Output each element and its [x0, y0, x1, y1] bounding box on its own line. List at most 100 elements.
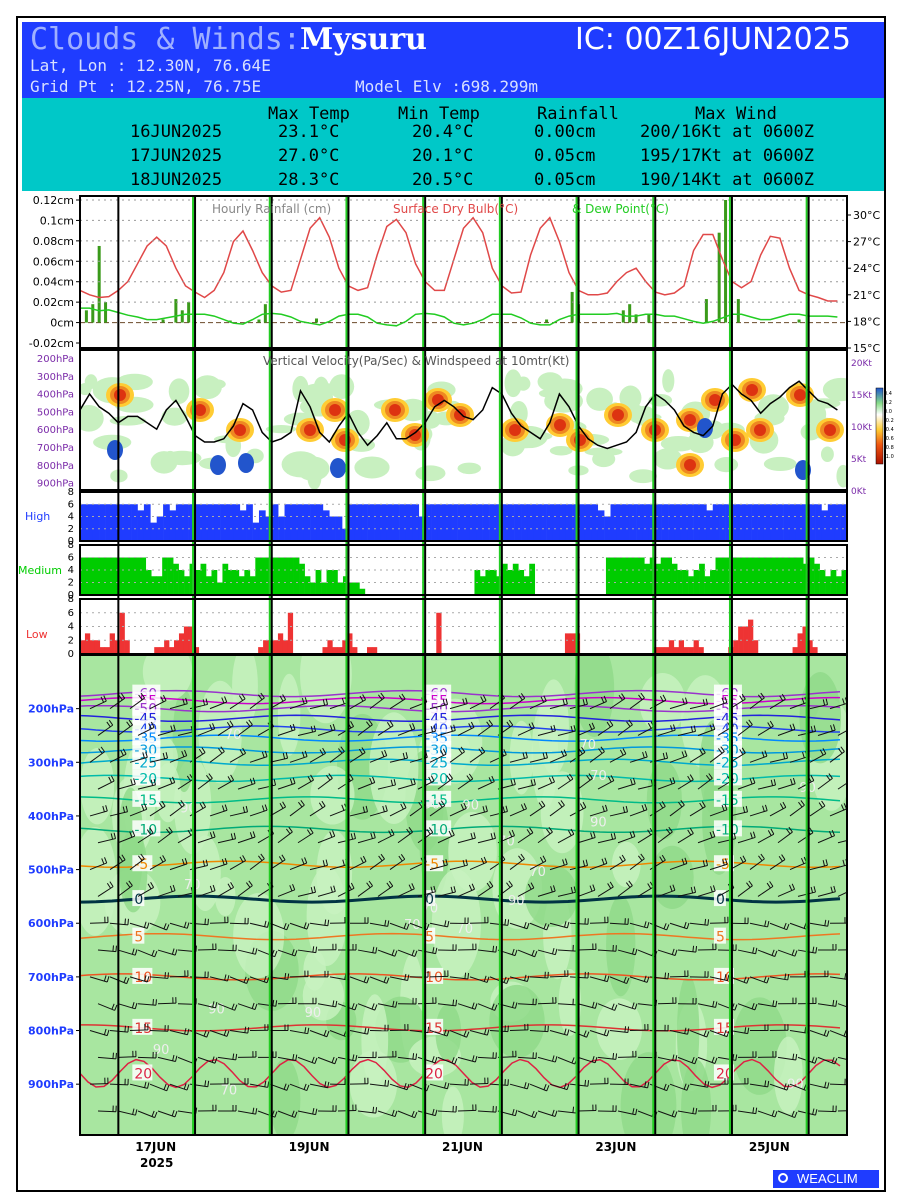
wind-barb-feather [471, 883, 475, 890]
wind-barb-feather [702, 860, 706, 867]
vv-pressure-label: 300hPa [37, 372, 74, 383]
high-cloud-bar [342, 528, 349, 541]
wind-barb-feather [411, 883, 415, 890]
vv-blob-red [194, 404, 206, 416]
wind-barb-feather [684, 750, 688, 757]
wind-barb-feather [788, 826, 793, 833]
low-cloud-bar [114, 640, 120, 654]
high-cloud-bar [124, 504, 132, 541]
wind-barb-feather [151, 949, 155, 956]
wind-barb-feather [480, 746, 486, 753]
wind-barb-feather [332, 1000, 335, 1007]
wind-barb-feather [432, 947, 435, 954]
high-cloud-bar [840, 504, 848, 541]
wind-barb-feather [334, 1057, 338, 1064]
wind-barb-feather [641, 804, 645, 811]
wind-barb [309, 864, 328, 871]
wind-barb [377, 784, 396, 790]
wind-barb-feather [105, 805, 108, 812]
wind-barb-feather [350, 833, 354, 840]
high-cloud-bar [105, 504, 113, 541]
wind-barb [529, 700, 547, 710]
wind-barb-feather [378, 855, 383, 862]
wind-barb-feather [506, 882, 511, 888]
wind-barb-feather [282, 801, 287, 808]
rh-region [639, 672, 686, 734]
wind-barb-feather [231, 1003, 235, 1010]
wind-barb-feather [98, 748, 103, 754]
wind-barb-feather [467, 972, 470, 980]
col-min-temp: Min Temp [398, 104, 480, 124]
wind-barb-feather [607, 883, 612, 889]
rain-bar [257, 319, 261, 323]
wind-barb-feather [849, 885, 852, 890]
wind-barb [249, 858, 265, 870]
vv-blob-red [824, 424, 836, 436]
low-cloud-bar [174, 640, 180, 654]
wind-barb-feather [851, 722, 854, 727]
wind-barb [357, 837, 376, 844]
medium-cloud-bar [715, 557, 722, 595]
wind-barb-feather [625, 805, 629, 812]
medium-cloud-bar [671, 563, 678, 595]
high-cloud-bar [584, 504, 592, 541]
wind-barb-feather [448, 773, 453, 779]
high-cloud-panel-border [79, 491, 848, 542]
wind-barb-feather [310, 726, 314, 733]
wind-barb-feather [647, 829, 652, 836]
wind-barb-feather [412, 723, 416, 730]
wind-barb-feather [301, 858, 305, 865]
wind-barb-feather [126, 721, 131, 727]
wind-barb [837, 730, 847, 736]
rh-region [269, 1058, 301, 1135]
low-cloud-bar [564, 633, 571, 654]
wind-barb-feather [215, 1001, 218, 1009]
wind-barb-feather [205, 859, 209, 866]
wind-barb-feather [221, 805, 225, 812]
high-cloud-bar [629, 504, 637, 541]
row-rainfall: 0.05cm [534, 146, 596, 166]
medium-cloud-bar [479, 576, 486, 595]
wind-barb-feather [520, 853, 525, 860]
isotherm-line [80, 746, 841, 754]
high-cloud-bar [552, 504, 560, 541]
wind-barb-feather [668, 826, 673, 833]
medium-cloud-bar [529, 563, 536, 595]
medium-cloud-bar [742, 557, 749, 595]
wind-barb-feather [667, 972, 670, 979]
wind-barb-feather [752, 831, 756, 838]
medium-cloud-bar [238, 576, 245, 595]
wind-barb-feather [489, 881, 494, 887]
wind-barb-feather [812, 946, 815, 953]
wind-barb-feather [483, 856, 487, 863]
wind-barb-feather [359, 695, 364, 702]
isotherm-label-bg [713, 820, 742, 837]
wind-barb-feather [168, 826, 173, 833]
low-cloud-tick-label: 0 [68, 649, 74, 660]
wind-barb-feather [522, 752, 525, 759]
wind-barb-feather [592, 884, 596, 891]
wind-barb-feather [686, 922, 690, 929]
wind-barb-feather [204, 918, 206, 925]
wind-barb-feather [813, 725, 817, 732]
vv-pressure-label: 500hPa [37, 407, 74, 418]
wind-barb-feather [619, 749, 624, 756]
rain-bar [314, 318, 318, 323]
wind-barb-feather [230, 833, 234, 840]
wind-barb-feather [770, 828, 775, 835]
vv-blob-red [304, 424, 316, 436]
rain-bar [634, 314, 638, 323]
wind-barb-feather [400, 854, 406, 860]
vv-legend-tick: 0.4 [884, 391, 892, 397]
wind-barb-feather [340, 746, 345, 752]
wind-barb-feather [159, 856, 164, 863]
wind-barb-feather [838, 748, 843, 754]
wind-barb-feather [438, 802, 443, 808]
wind-barb-feather [144, 1081, 147, 1088]
isotherm-label-bg [423, 790, 452, 807]
wind-barb-feather [440, 800, 446, 806]
wind-barb-feather [319, 749, 324, 756]
wind-barb-feather [361, 747, 366, 753]
high-cloud-bar [578, 504, 586, 541]
rh-label: 70 [404, 918, 421, 933]
